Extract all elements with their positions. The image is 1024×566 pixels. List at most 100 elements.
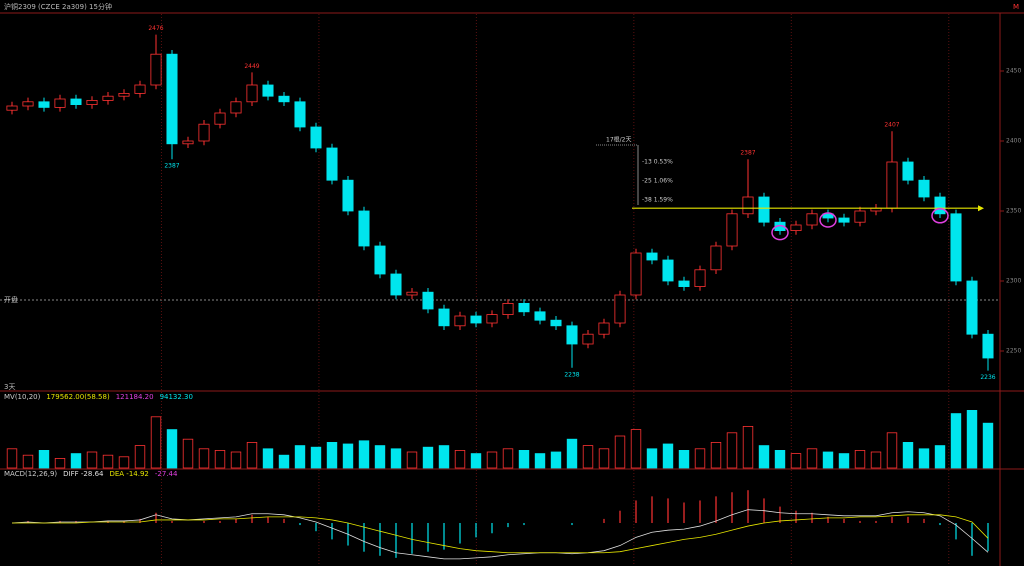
volume-bar xyxy=(678,449,690,469)
highlight-circle xyxy=(819,212,837,228)
y-tick-label: 2250 xyxy=(1006,348,1021,355)
candle-body xyxy=(438,308,450,327)
candle-body xyxy=(662,259,674,282)
candle-body xyxy=(406,291,418,296)
candle-body xyxy=(182,140,194,145)
volume-bar xyxy=(470,453,482,469)
y-tick-label: 2450 xyxy=(1006,68,1021,75)
volume-bar xyxy=(438,445,450,469)
candle-body xyxy=(806,213,818,226)
volume-bar xyxy=(710,441,722,469)
volume-bar xyxy=(278,454,290,469)
volume-bar xyxy=(742,425,754,469)
corner-mark: M xyxy=(1013,3,1019,11)
candle-body xyxy=(950,213,962,282)
candle-body xyxy=(678,280,690,287)
candle-body xyxy=(822,213,834,219)
volume-bar xyxy=(550,451,562,469)
trend-arrow xyxy=(978,205,984,212)
volume-bar xyxy=(22,454,34,469)
highlight-circle xyxy=(771,224,789,241)
candle-body xyxy=(166,53,178,145)
volume-bar xyxy=(982,422,994,469)
candle-body xyxy=(630,252,642,296)
candle-body xyxy=(982,333,994,359)
header: 沪铜2309 (CZCE 2a309) 15分钟 xyxy=(4,2,112,11)
measure-label: 17根/2天 xyxy=(606,136,631,144)
candle-body xyxy=(934,196,946,215)
volume-bar xyxy=(838,453,850,469)
volume-bar xyxy=(950,413,962,469)
macd-legend: -27.44 xyxy=(155,470,178,478)
volume-bar xyxy=(118,456,130,469)
volume-bar xyxy=(342,443,354,469)
candle-body xyxy=(326,147,338,181)
volume-bar xyxy=(886,432,898,469)
highlight-circle xyxy=(931,208,949,224)
candle-body xyxy=(918,179,930,198)
volume-bar xyxy=(806,448,818,469)
candle-body xyxy=(22,101,34,107)
volume-bar xyxy=(966,409,978,469)
volume-bar xyxy=(870,451,882,469)
candle-body xyxy=(502,302,514,315)
candle-body xyxy=(38,101,50,108)
y-tick-label: 2300 xyxy=(1006,278,1021,285)
candle-body xyxy=(838,217,850,223)
volume-bar xyxy=(790,453,802,469)
high-label: 2407 xyxy=(884,122,899,129)
volume-bar xyxy=(182,438,194,469)
candle-body xyxy=(614,294,626,324)
candle-body xyxy=(470,315,482,324)
candle-body xyxy=(294,101,306,128)
high-label: 2387 xyxy=(740,150,755,157)
low-label: 2387 xyxy=(164,163,179,170)
macd-dif xyxy=(11,509,989,560)
volume-bar xyxy=(518,449,530,469)
candle-body xyxy=(758,196,770,223)
volume-bar xyxy=(134,445,146,469)
candle-body xyxy=(518,302,530,313)
measure-label: -38 1.59% xyxy=(642,197,673,204)
candle-body xyxy=(390,273,402,296)
volume-bar xyxy=(262,448,274,469)
candle-body xyxy=(454,315,466,327)
macd-legend: DIFF -28.64 xyxy=(63,470,104,478)
candle-body xyxy=(694,269,706,287)
volume-bar xyxy=(502,448,514,469)
volume-bar xyxy=(598,448,610,469)
candle-body xyxy=(902,161,914,181)
candle-body xyxy=(534,311,546,321)
volume-bar xyxy=(54,457,66,469)
candle-body xyxy=(6,105,18,111)
volume-bar xyxy=(726,432,738,469)
candle-body xyxy=(342,179,354,212)
candle-body xyxy=(54,98,66,108)
volume-bar xyxy=(774,449,786,469)
volume-bar xyxy=(214,449,226,469)
volume-bar xyxy=(534,453,546,469)
candle-body xyxy=(246,84,258,103)
volume-bar xyxy=(822,451,834,469)
candle-body xyxy=(134,84,146,94)
candle-body xyxy=(278,95,290,103)
candle-body xyxy=(582,333,594,345)
volume-bar xyxy=(150,416,162,469)
volume-bar xyxy=(6,448,18,469)
candle-body xyxy=(102,95,114,101)
y-tick-label: 2350 xyxy=(1006,208,1021,215)
candle-body xyxy=(374,245,386,275)
volume-bar xyxy=(246,441,258,469)
candle-body xyxy=(230,101,242,114)
volume-legend: 121184.20 xyxy=(116,393,154,401)
volume-bar xyxy=(86,451,98,469)
volume-bar xyxy=(406,451,418,469)
candle-body xyxy=(214,112,226,125)
candle-body xyxy=(150,53,162,86)
candle-body xyxy=(550,319,562,327)
high-label: 2476 xyxy=(148,25,163,32)
candle-body xyxy=(646,252,658,261)
candle-body xyxy=(86,100,98,106)
volume-bar xyxy=(166,429,178,469)
high-label: 2449 xyxy=(244,63,259,70)
